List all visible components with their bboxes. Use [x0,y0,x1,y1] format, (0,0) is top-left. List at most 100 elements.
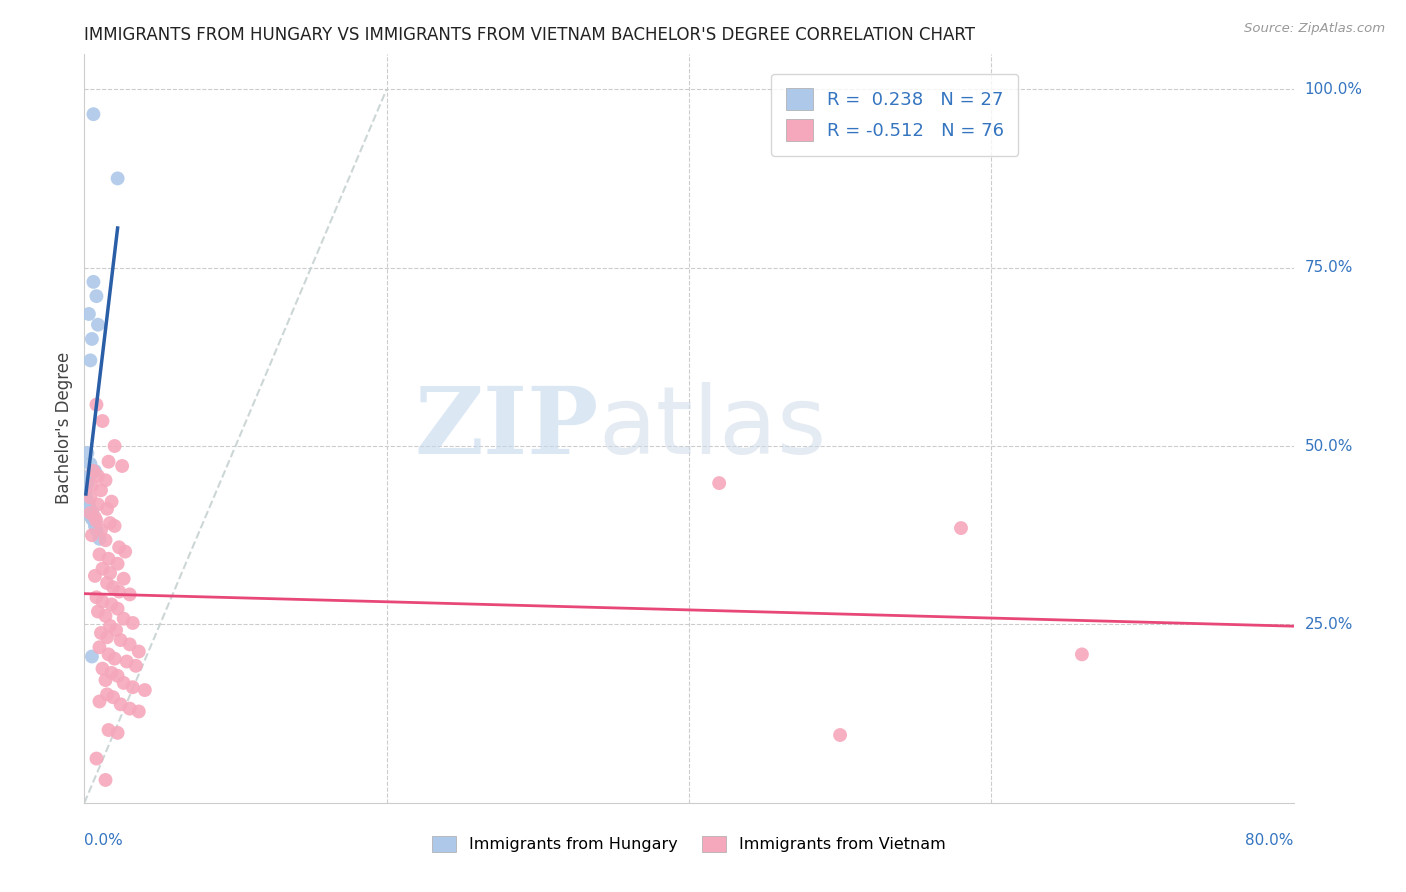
Text: 100.0%: 100.0% [1305,82,1362,96]
Point [80,512,103,526]
Point [108,541,131,555]
Text: IMMIGRANTS FROM HUNGARY VS IMMIGRANTS FROM VIETNAM BACHELOR'S DEGREE CORRELATION: IMMIGRANTS FROM HUNGARY VS IMMIGRANTS FR… [84,26,976,44]
Text: 25.0%: 25.0% [1305,617,1353,632]
Point [80,649,103,664]
Point [101,580,124,594]
Point [107,669,129,683]
Point [96,630,118,644]
Point [97,455,120,469]
Point [76,476,98,491]
Point [77,501,100,516]
Point [75,480,97,494]
Point [125,658,148,673]
Point [98,619,121,633]
Point [107,171,129,186]
Point [118,587,141,601]
Point [79,506,101,520]
Point [97,551,120,566]
Point [112,676,135,690]
Point [80,528,103,542]
Point [94,533,117,548]
Point [128,705,150,719]
Text: ZIP: ZIP [413,384,599,473]
Point [97,648,120,662]
Point [105,623,128,637]
Point [91,562,114,576]
Point [1071,648,1094,662]
Point [112,612,135,626]
Point [104,519,127,533]
Point [86,591,108,605]
Text: Source: ZipAtlas.com: Source: ZipAtlas.com [1244,22,1385,36]
Point [87,469,110,483]
Point [84,516,107,530]
Point [96,576,118,591]
Point [118,701,141,715]
Point [82,107,104,121]
Point [111,458,134,473]
Point [118,637,141,651]
Point [79,508,101,523]
Point [89,694,111,708]
Point [86,751,108,765]
Point [108,584,131,599]
Point [84,510,107,524]
Point [94,673,117,687]
Point [82,275,104,289]
Point [100,665,122,680]
Point [121,615,143,630]
Point [110,698,132,712]
Point [114,544,136,558]
Point [89,532,111,546]
Point [80,505,103,519]
Point [107,601,129,615]
Point [107,726,129,740]
Point [91,594,114,608]
Point [97,723,120,737]
Point [90,523,112,537]
Point [80,478,103,492]
Text: atlas: atlas [599,382,827,475]
Point [89,548,111,562]
Point [77,498,100,512]
Point [84,464,107,478]
Point [134,683,156,698]
Point [75,485,97,500]
Text: 75.0%: 75.0% [1305,260,1353,275]
Point [100,598,122,612]
Point [100,494,122,508]
Point [80,332,103,346]
Point [84,569,107,583]
Point [104,439,127,453]
Y-axis label: Bachelor's Degree: Bachelor's Degree [55,352,73,504]
Point [90,483,112,498]
Point [98,516,121,530]
Point [79,353,101,368]
Point [128,644,150,658]
Point [101,690,124,705]
Point [86,289,108,303]
Point [115,655,138,669]
Point [950,521,973,535]
Point [94,772,117,787]
Point [98,566,121,580]
Legend: R =  0.238   N = 27, R = -0.512   N = 76: R = 0.238 N = 27, R = -0.512 N = 76 [770,74,1018,156]
Text: 50.0%: 50.0% [1305,439,1353,453]
Point [110,633,132,648]
Point [121,680,143,694]
Point [84,519,107,533]
Point [94,608,117,623]
Point [76,446,98,460]
Point [79,457,101,471]
Point [77,307,100,321]
Point [79,491,101,505]
Point [87,318,110,332]
Text: 0.0%: 0.0% [84,833,124,848]
Point [90,626,112,640]
Point [91,662,114,676]
Point [91,414,114,428]
Point [77,469,100,483]
Point [94,473,117,487]
Point [112,572,135,586]
Point [86,514,108,528]
